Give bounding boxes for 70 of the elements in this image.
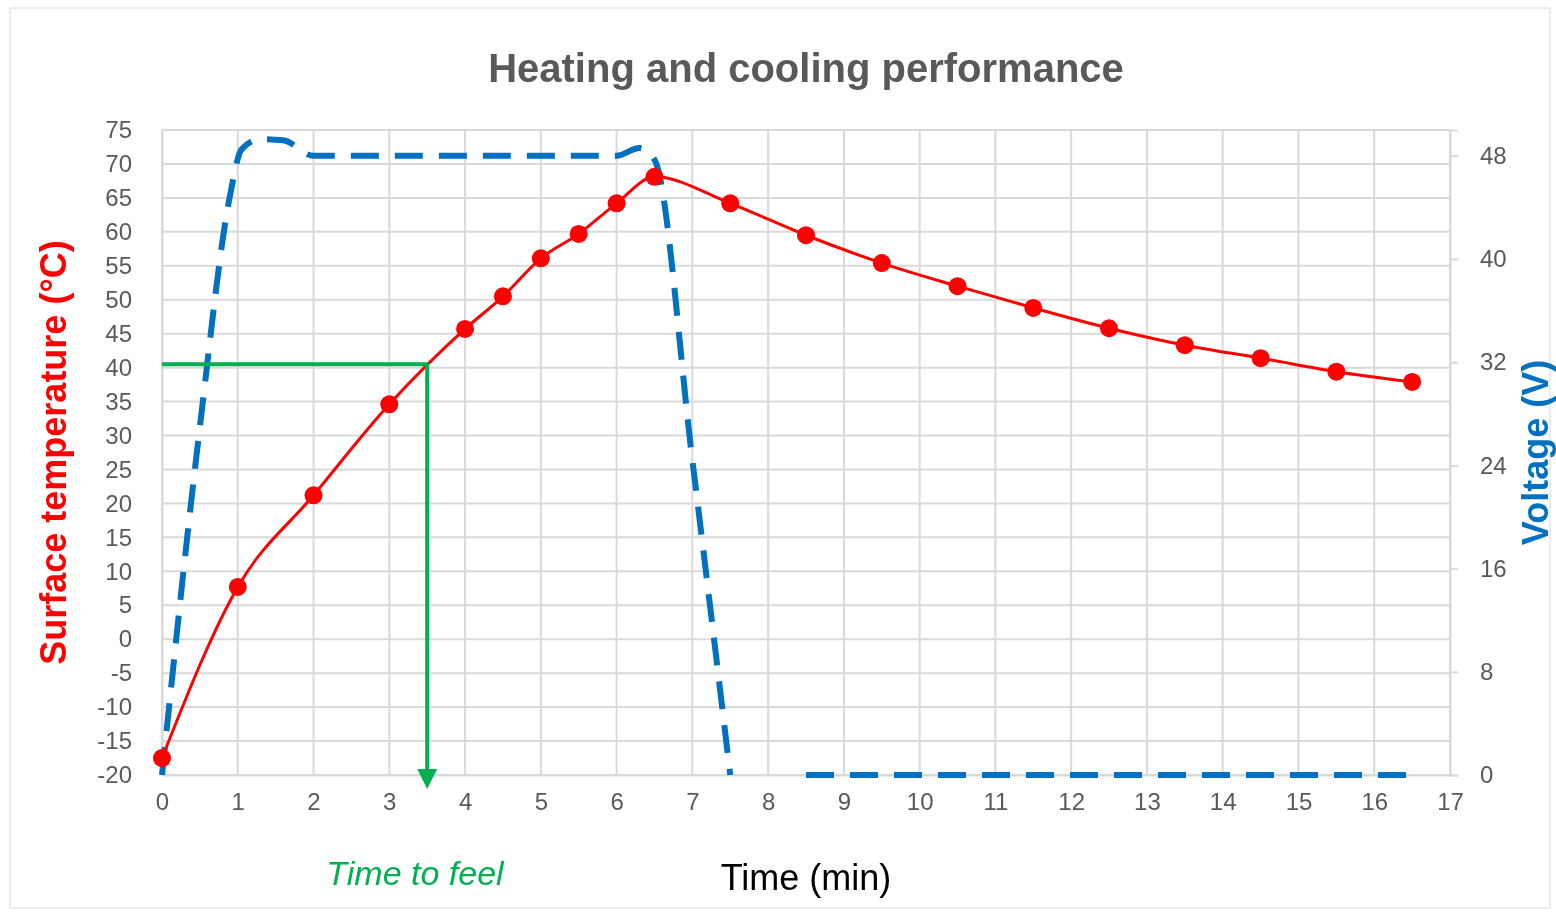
point [456,319,475,338]
x-tick-label: 12 [1058,788,1086,816]
x-tick-label: 9 [837,788,852,816]
y2-tick-label: 8 [1480,657,1494,685]
y-tick-label: -20 [97,761,132,789]
x-tick-label: 3 [383,788,397,816]
point [1100,319,1119,338]
x-tick-label: 13 [1134,788,1161,816]
y2-tick-label: 32 [1480,348,1507,376]
y2-tick-label: 48 [1480,141,1507,169]
point [797,226,815,245]
y-tick-label: 70 [105,150,132,178]
point [493,287,512,306]
y2-tick-label: 24 [1480,451,1507,479]
y-tick-label: 40 [105,353,132,381]
x-axis-title: Time (min) [720,857,892,898]
point [380,395,399,414]
y-tick-label: 50 [105,285,132,313]
point [228,577,247,596]
y2-axis-title: Voltage (V) [1515,359,1556,546]
y-tick-label: -15 [97,727,132,755]
y-tick-label: 75 [105,116,132,144]
point [1251,349,1270,368]
y-tick-label: 20 [105,489,132,517]
y-tick-label: -10 [97,693,132,721]
chart-title: Heating and cooling performance [488,46,1124,90]
y2-tick-label: 0 [1480,761,1494,789]
point [872,254,891,273]
point [569,224,588,243]
x-tick-label: 16 [1361,788,1389,816]
y-tick-label: 0 [118,625,132,653]
point [1024,298,1043,317]
x-tick-label: 2 [307,788,321,816]
point [1403,372,1422,391]
y2-tick-label: 40 [1480,245,1507,273]
y-tick-label: 35 [105,387,132,415]
y-tick-label: 55 [105,251,132,279]
x-tick-label: 15 [1285,788,1313,816]
text: Time to feel [326,854,506,892]
point [1327,362,1346,381]
x-tick-label: 10 [906,788,934,816]
x-tick-label: 5 [534,788,548,816]
point [645,167,664,186]
point [948,277,967,296]
y-tick-label: 10 [105,557,132,585]
y-tick-label: 45 [105,319,132,347]
x-tick-label: 6 [610,788,624,816]
point [721,194,740,213]
x-tick-label: 14 [1209,788,1237,816]
point [153,749,171,768]
y2-tick-label: 16 [1480,554,1507,582]
y-tick-label: -5 [110,659,132,687]
point [304,486,323,505]
y-tick-label: 65 [105,184,132,212]
x-tick-label: 7 [686,788,700,816]
y-tick-label: 5 [118,591,132,619]
x-tick-label: 0 [155,788,170,816]
x-tick-label: 8 [761,788,776,816]
x-tick-label: 11 [983,788,1009,816]
point [1175,336,1194,355]
point [607,194,626,213]
y-tick-label: 30 [105,421,132,449]
y-axis-title: Surface temperature (°C) [33,240,74,665]
y-tick-label: 60 [105,218,132,246]
x-tick-label: 4 [458,788,473,816]
y-tick-label: 15 [105,523,132,551]
x-tick-label: 17 [1437,788,1464,816]
x-tick-label: 1 [231,788,245,816]
y-tick-label: 25 [105,455,132,483]
point [531,249,550,268]
